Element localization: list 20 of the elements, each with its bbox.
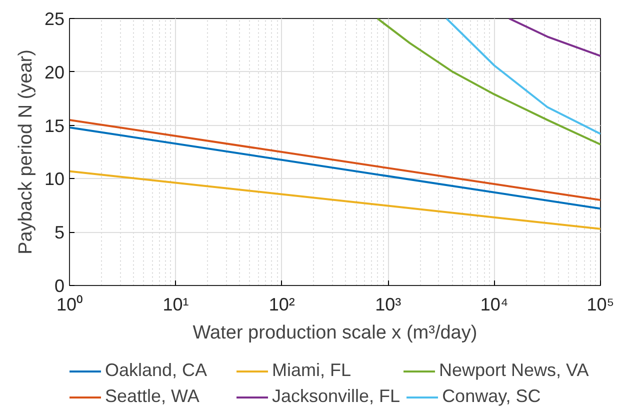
x-tick-label: 10³: [375, 294, 402, 314]
legend-label: Oakland, CA: [105, 360, 208, 381]
x-axis-title: Water production scale x (m³/day): [192, 322, 478, 344]
legend-label: Seattle, WA: [105, 386, 200, 407]
y-tick-label: 20: [44, 62, 65, 82]
legend-label: Newport News, VA: [439, 360, 589, 381]
legend-label: Miami, FL: [272, 360, 352, 381]
x-tick-label: 10¹: [162, 294, 189, 314]
y-axis-title: Payback period N (year): [15, 50, 36, 254]
x-tick-label: 10⁰: [56, 294, 83, 314]
legend-label: Jacksonville, FL: [272, 386, 400, 407]
y-tick-label: 25: [44, 9, 65, 29]
x-tick-label: 10⁴: [480, 294, 508, 314]
y-tick-label: 0: [54, 276, 65, 296]
y-tick-label: 5: [54, 222, 65, 243]
y-tick-label: 10: [44, 169, 65, 190]
legend-label: Conway, SC: [442, 386, 542, 407]
x-tick-label: 10²: [268, 294, 295, 314]
x-tick-label: 10⁵: [586, 294, 614, 314]
y-tick-label: 15: [44, 116, 65, 136]
